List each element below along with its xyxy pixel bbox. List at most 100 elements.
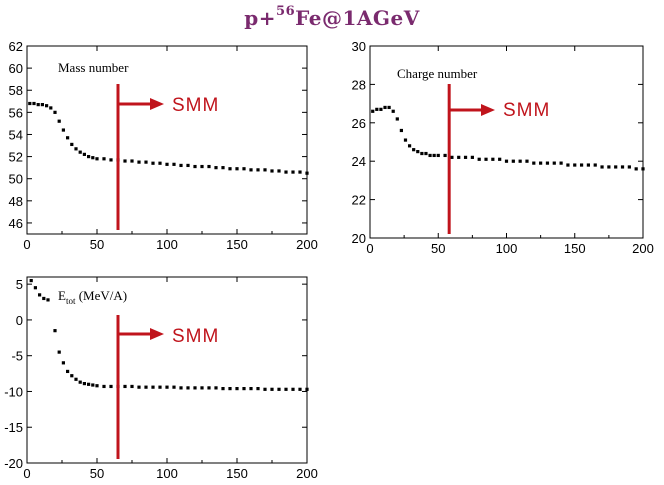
chart2-smm-label: SMM <box>503 100 550 121</box>
chart2-data-point <box>545 161 550 165</box>
chart1-xtick-label: 100 <box>156 237 178 252</box>
chart1-ytick-label: 52 <box>9 150 23 165</box>
chart3-data-point <box>221 387 225 391</box>
chart3-data-point <box>284 387 288 391</box>
chart1-data-point <box>91 156 95 160</box>
chart1-data-point <box>40 103 44 107</box>
chart3-data-point <box>33 286 37 290</box>
chart2-data-point <box>620 165 625 169</box>
chart2-data-point <box>614 165 618 169</box>
chart2-data-point <box>443 153 447 158</box>
chart3-data-point <box>186 386 190 390</box>
chart2-xtick-label: 50 <box>431 241 445 256</box>
chart2-data-point <box>463 155 468 159</box>
chart1-data-point <box>28 101 32 106</box>
chart1-data-point <box>228 167 232 171</box>
chart2-ytick-label: 22 <box>352 193 366 208</box>
chart3-data-point <box>57 350 61 354</box>
chart2-data-point <box>525 159 529 163</box>
title-suffix: Fe@1AGeV <box>295 6 420 30</box>
chart2-data-point <box>403 138 408 142</box>
chart2-data-point <box>412 148 416 152</box>
chart2-data-point <box>539 161 543 165</box>
chart2-data-point <box>627 165 631 169</box>
chart1-data-point <box>263 168 267 172</box>
chart1-data-point <box>221 166 225 170</box>
chart2-data-point <box>407 144 412 148</box>
chart2-ytick-label: 30 <box>352 39 366 54</box>
chart2-data-point <box>593 163 597 167</box>
chart1-label: Mass number <box>58 60 129 75</box>
chart3-data-point <box>207 386 211 390</box>
chart1-ytick-label: 58 <box>9 83 23 98</box>
chart2-data-point <box>375 107 379 111</box>
chart1-data-point <box>102 157 106 161</box>
chart3-data-point <box>179 386 183 390</box>
chart3-data-point <box>74 377 78 381</box>
chart2-ytick-label: 28 <box>352 77 366 92</box>
title-prefix: p+ <box>244 6 277 30</box>
chart1-data-point <box>277 169 281 173</box>
chart2-data-point <box>559 161 563 165</box>
chart2-data-point <box>586 163 590 167</box>
chart2-data-point <box>552 161 556 165</box>
chart3-data-point <box>87 382 91 386</box>
chart3-data-point <box>91 383 95 387</box>
chart1-data-point <box>49 106 53 110</box>
chart1-data-point <box>74 147 78 151</box>
chart1-data-point <box>207 164 211 169</box>
chart2-data-point <box>600 165 604 169</box>
chart3-data-point <box>109 384 113 389</box>
chart2-data-point <box>579 163 584 167</box>
chart3-data-point <box>291 387 295 391</box>
chart1-data-point <box>235 167 239 171</box>
chart1-data-point <box>291 170 295 174</box>
chart2-data-point <box>424 151 428 156</box>
chart2-data-point <box>573 163 577 167</box>
chart1-data-point <box>172 162 176 166</box>
chart1-data-point <box>66 136 70 140</box>
chart3-data-point <box>38 293 42 297</box>
chart3-data-point <box>228 387 232 391</box>
chart3-data-point <box>61 361 65 365</box>
chart3-data-point <box>137 385 141 389</box>
chart1-data-point <box>179 163 183 168</box>
chart1-data-point <box>214 166 218 170</box>
chart3-data-point <box>151 385 155 389</box>
chart3-data-point <box>102 384 106 389</box>
chart2-xtick-label: 200 <box>632 241 654 256</box>
chart1-ytick-label: 56 <box>9 105 23 120</box>
chart2-data-point <box>383 105 387 110</box>
chart2-data-point <box>399 128 403 133</box>
chart3-xtick-label: 100 <box>156 466 178 481</box>
chart2-data-point <box>634 167 638 171</box>
chart3-data-point <box>70 374 74 378</box>
chart1-data-point <box>87 154 91 159</box>
chart3-data-point <box>172 385 176 389</box>
chart1-data-point <box>242 167 246 171</box>
chart3-data-point <box>249 387 253 391</box>
chart1-data-point <box>284 170 288 174</box>
chart2-data-point <box>416 150 420 154</box>
chart1-ytick-label: 48 <box>9 194 23 209</box>
chart1-ytick-label: 60 <box>9 61 23 76</box>
chart1-xtick-label: 200 <box>296 237 318 252</box>
chart3-data-point <box>158 385 162 389</box>
chart3-data-point <box>200 386 204 390</box>
chart2-label: Charge number <box>397 66 478 81</box>
chart3-data-point <box>78 380 82 384</box>
chart1-data-point <box>130 159 134 163</box>
chart1-data-point <box>70 142 74 147</box>
chart1-data-point <box>95 157 99 161</box>
chart2-data-point <box>371 109 375 113</box>
chart2-data-point <box>432 153 436 158</box>
chart1-xtick-label: 150 <box>226 237 248 252</box>
chart2-data-point <box>641 167 645 171</box>
chart1-data-point <box>270 169 274 173</box>
chart3-data-point <box>53 329 57 333</box>
chart2-data-point <box>484 157 488 161</box>
chart1-xtick-label: 50 <box>90 237 104 252</box>
chart1-data-point <box>32 101 36 106</box>
chart1-data-point <box>158 161 162 165</box>
chart1-data-point <box>305 171 309 175</box>
